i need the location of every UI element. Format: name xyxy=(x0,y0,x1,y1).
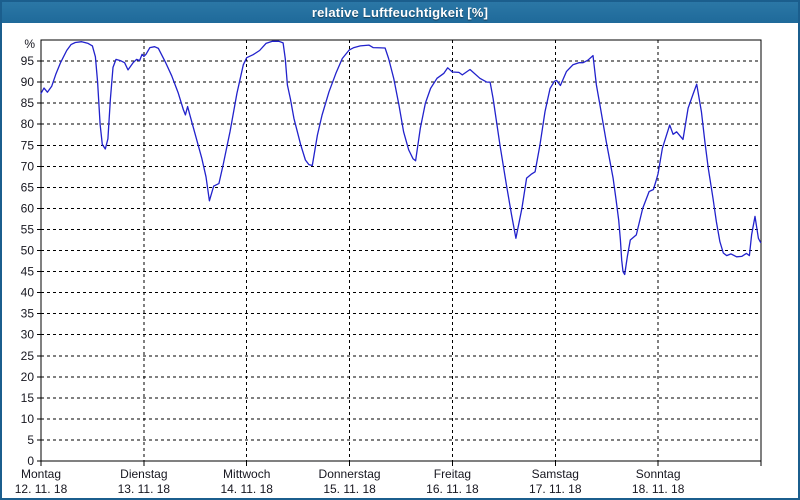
y-tick-label: 10 xyxy=(21,412,35,426)
day-name-label: Freitag xyxy=(434,467,471,481)
day-name-label: Mittwoch xyxy=(223,467,270,481)
y-tick-label: 50 xyxy=(21,244,35,258)
series-line-relative-luftfeuchtigkeit xyxy=(40,40,762,276)
y-axis-labels: 0 5 10 15 20 25 30 35 40 45 50 55 60 65 70 75 80 85 90 95 xyxy=(21,54,35,468)
y-tick-label: 60 xyxy=(21,201,35,215)
day-name-label: Montag xyxy=(21,467,61,481)
y-tick-label: 0 xyxy=(27,454,34,468)
day-date-label: 16. 11. 18 xyxy=(426,482,479,496)
day-date-label: 15. 11. 18 xyxy=(323,482,376,496)
day-date-label: 17. 11. 18 xyxy=(529,482,582,496)
y-tick-label: 90 xyxy=(21,75,35,89)
y-tick-label: 55 xyxy=(21,222,35,236)
y-tick-label: 15 xyxy=(21,391,35,405)
y-tick-label: 75 xyxy=(21,138,35,152)
y-tick-label: 85 xyxy=(21,96,35,110)
y-tick-label: 65 xyxy=(21,180,35,194)
y-tick-label: 95 xyxy=(21,54,35,68)
day-name-label: Dienstag xyxy=(120,467,167,481)
y-tick-label: 5 xyxy=(27,433,34,447)
day-date-label: 13. 11. 18 xyxy=(118,482,171,496)
y-tick-label: 20 xyxy=(21,370,35,384)
y-tick-label: 35 xyxy=(21,307,35,321)
day-name-label: Samstag xyxy=(532,467,579,481)
day-name-label: Sonntag xyxy=(636,467,681,481)
y-tick-label: 80 xyxy=(21,117,35,131)
day-date-label: 18. 11. 18 xyxy=(632,482,685,496)
title-bar: relative Luftfeuchtigkeit [%] xyxy=(2,2,798,23)
day-date-label: 14. 11. 18 xyxy=(220,482,273,496)
chart-title: relative Luftfeuchtigkeit [%] xyxy=(311,5,489,20)
grid-lines xyxy=(41,40,761,461)
y-tick-label: 45 xyxy=(21,265,35,279)
y-axis-unit-label: % xyxy=(24,37,35,51)
y-tick-label: 40 xyxy=(21,286,35,300)
y-tick-label: 25 xyxy=(21,349,35,363)
day-date-label: 12. 11. 18 xyxy=(15,482,68,496)
y-tick-label: 30 xyxy=(21,328,35,342)
day-name-label: Donnerstag xyxy=(319,467,381,481)
y-tick-label: 70 xyxy=(21,159,35,173)
axis-ticks xyxy=(37,60,762,466)
